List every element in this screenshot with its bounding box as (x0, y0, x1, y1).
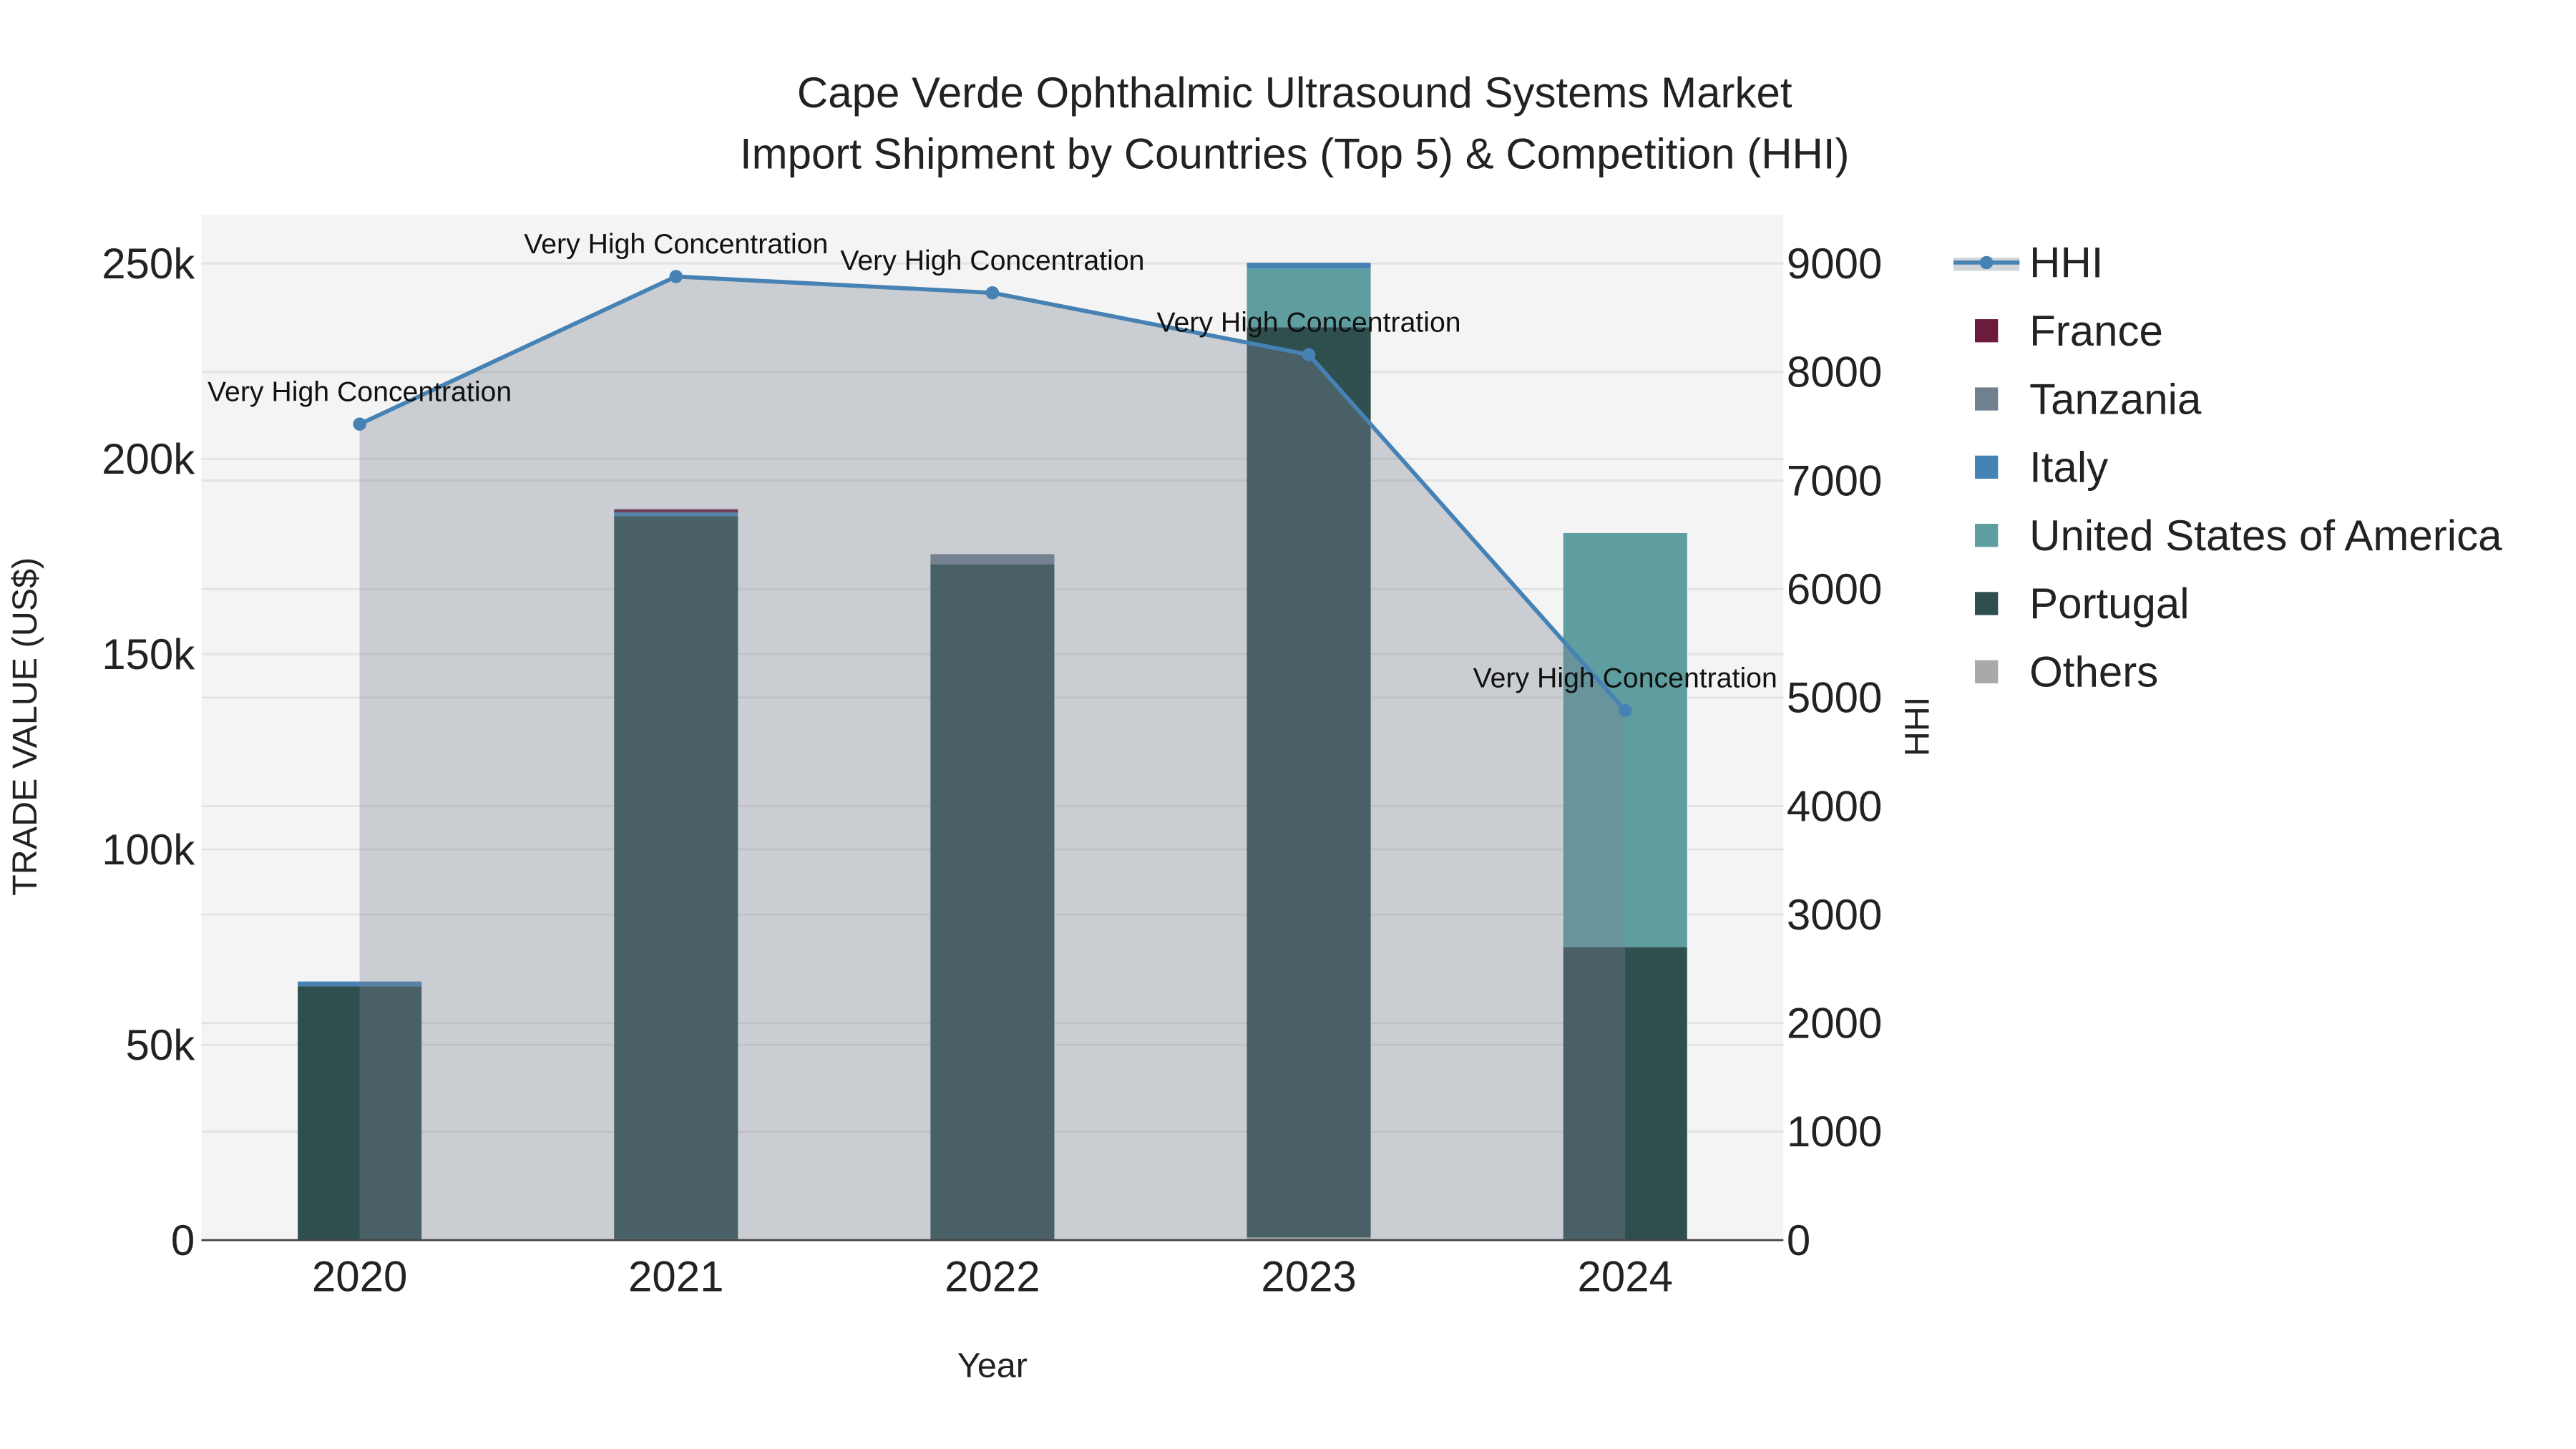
hhi-series: Very High Concentration Very High Concent… (208, 228, 1777, 1241)
y-axis-ticks: 0 50k 100k 150k 200k 250k (102, 240, 195, 1264)
y2-axis-ticks: 0 1000 2000 3000 4000 5000 6000 7000 8000 9000 (1787, 240, 1882, 1264)
hhi-annotation: Very High Concentration (524, 228, 828, 260)
hhi-point (669, 270, 683, 283)
hhi-area (359, 276, 1626, 1241)
legend-label: Italy (2029, 444, 2108, 492)
hhi-point (353, 417, 366, 431)
bar-italy (1246, 263, 1371, 269)
x-tick-label: 2022 (945, 1253, 1040, 1301)
bar-portugal (298, 986, 422, 1241)
y2-tick-label: 9000 (1787, 240, 1882, 288)
bar-italy (614, 512, 738, 517)
bar-tanzania (930, 554, 1055, 565)
y2-tick-label: 6000 (1787, 565, 1882, 613)
x-axis-ticks: 2020 2021 2022 2023 2024 (312, 1253, 1673, 1301)
bar-france (614, 509, 738, 513)
bar-others (1246, 1237, 1371, 1241)
y-tick-label: 150k (102, 630, 195, 678)
legend-label: Tanzania (2029, 375, 2202, 423)
y2-tick-label: 5000 (1787, 674, 1882, 722)
y2-tick-label: 3000 (1787, 891, 1882, 939)
y2-tick-label: 8000 (1787, 348, 1882, 396)
chart-title-line2: Import Shipment by Countries (Top 5) & C… (740, 130, 1850, 177)
x-tick-label: 2024 (1577, 1253, 1672, 1301)
legend-swatch (1975, 319, 1999, 343)
bar-portugal (1246, 327, 1371, 1238)
legend-label: Others (2029, 648, 2158, 696)
y2-tick-label: 7000 (1787, 457, 1882, 504)
legend-swatch (1975, 592, 1999, 615)
y-tick-label: 100k (102, 826, 195, 874)
hhi-annotation: Very High Concentration (208, 376, 512, 407)
x-tick-label: 2023 (1261, 1253, 1356, 1301)
x-tick-label: 2020 (312, 1253, 407, 1301)
x-tick-label: 2021 (628, 1253, 723, 1301)
bar-united-states-of-america (1563, 532, 1687, 947)
legend-swatch (1975, 455, 1999, 479)
hhi-point (1619, 703, 1632, 718)
bar-portugal (930, 564, 1055, 1241)
y2-tick-label: 4000 (1787, 782, 1882, 830)
x-axis-title: Year (957, 1347, 1028, 1385)
hhi-annotation: Very High Concentration (840, 245, 1144, 276)
y-tick-label: 250k (102, 240, 195, 288)
y-tick-label: 200k (102, 435, 195, 483)
bars (298, 263, 1687, 1241)
y2-axis-title: HHI (1898, 697, 1936, 756)
bar-united-states-of-america (1246, 268, 1371, 328)
hhi-annotation: Very High Concentration (1473, 663, 1777, 694)
y-tick-label: 50k (126, 1021, 196, 1069)
bar-italy (298, 981, 422, 987)
legend-swatch (1975, 524, 1999, 547)
y2-tick-label: 1000 (1787, 1108, 1882, 1156)
legend-label: Portugal (2029, 580, 2189, 628)
y2-tick-label: 2000 (1787, 1000, 1882, 1048)
legend: HHI France Tanzania Italy United States of A… (1953, 239, 2502, 696)
legend-label: France (2029, 307, 2163, 355)
y-axis-title: TRADE VALUE (US$) (6, 557, 44, 896)
y-tick-label: 0 (171, 1216, 195, 1264)
legend-label: United States of America (2029, 512, 2502, 560)
hhi-point (1302, 348, 1316, 361)
hhi-annotation: Very High Concentration (1157, 306, 1461, 338)
legend-swatch (1975, 660, 1999, 683)
bar-portugal (1563, 947, 1687, 1241)
y2-tick-label: 0 (1787, 1216, 1810, 1264)
legend-swatch (1975, 387, 1999, 411)
bar-portugal (614, 516, 738, 1239)
legend-label: HHI (2029, 239, 2103, 287)
hhi-point (985, 286, 1000, 300)
legend-hhi-marker (1979, 255, 1994, 270)
chart-title-line1: Cape Verde Ophthalmic Ultrasound Systems… (797, 69, 1792, 117)
